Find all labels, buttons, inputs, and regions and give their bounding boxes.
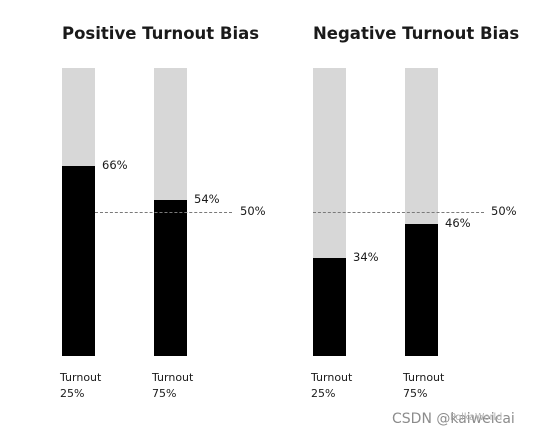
category-label-line: 25% <box>60 387 85 400</box>
bar <box>154 200 187 356</box>
data-label: 66% <box>102 157 128 172</box>
category-label-line: 75% <box>152 387 177 400</box>
watermark-overlay: PolkaWorld <box>450 412 503 423</box>
category-label-line: Turnout <box>152 371 194 384</box>
category-label-line: Turnout <box>403 371 445 384</box>
reference-line <box>95 212 232 213</box>
category-label: Turnout 25% <box>60 370 101 402</box>
category-label-line: 25% <box>311 387 336 400</box>
bar-track <box>62 68 95 356</box>
reference-label: 50% <box>491 204 517 218</box>
bar <box>62 165 95 356</box>
data-label: 34% <box>353 250 379 265</box>
category-label: Turnout 75% <box>403 370 444 402</box>
category-label-line: Turnout <box>60 371 102 384</box>
data-label: 54% <box>194 192 220 207</box>
watermark: CSDN @kaiweicai <box>392 411 515 427</box>
category-label-line: Turnout <box>311 371 353 384</box>
bar <box>405 223 438 356</box>
data-label: 46% <box>445 215 471 230</box>
category-label-line: 75% <box>403 387 428 400</box>
reference-label: 50% <box>240 204 266 218</box>
category-label: Turnout 75% <box>152 370 193 402</box>
category-label: Turnout 25% <box>311 370 352 402</box>
chart-title: Negative Turnout Bias <box>313 24 520 43</box>
bar <box>313 258 346 356</box>
reference-line <box>313 212 484 213</box>
chart-title: Positive Turnout Bias <box>62 24 260 43</box>
